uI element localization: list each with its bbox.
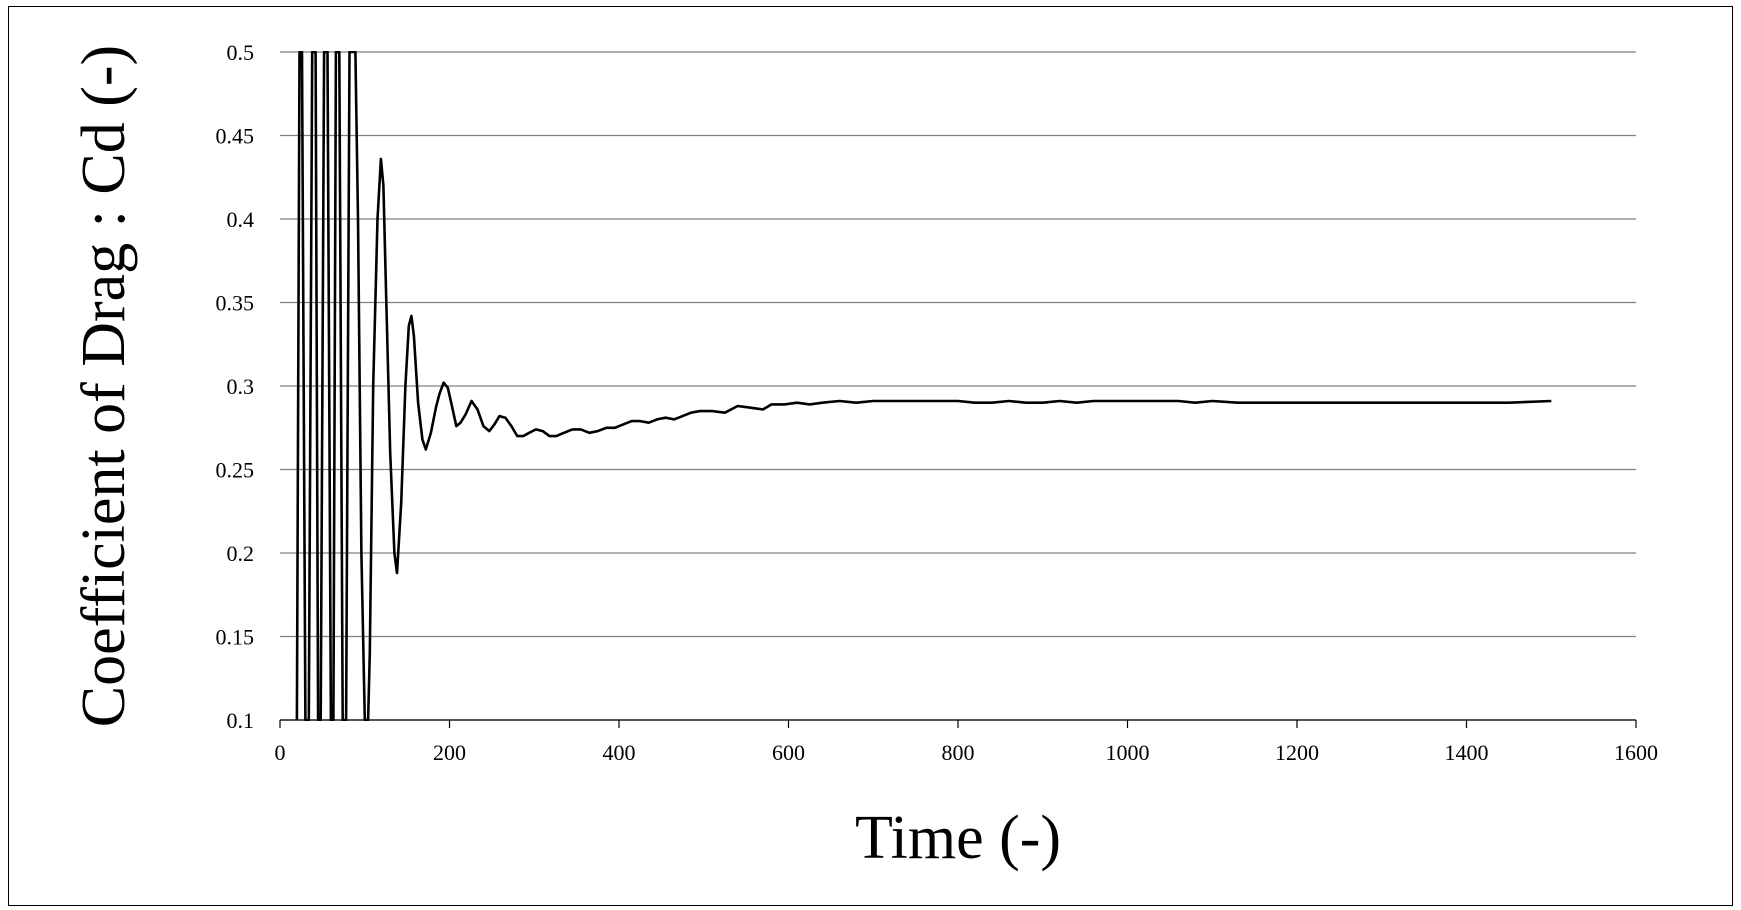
y-tick-label: 0.2	[227, 541, 255, 566]
x-tick-label: 1000	[1106, 740, 1150, 765]
y-axis-title: Coefficient of Drag : Cd (-)	[70, 45, 138, 727]
x-tick-label: 200	[433, 740, 466, 765]
series-line	[295, 51, 1552, 721]
x-axis	[279, 719, 1637, 728]
y-tick-label: 0.35	[216, 291, 255, 316]
y-tick-label: 0.25	[216, 458, 255, 483]
y-tick-label: 0.5	[227, 40, 255, 65]
chart-frame	[8, 6, 1733, 906]
x-tick-label: 1400	[1445, 740, 1489, 765]
x-tick-label: 800	[942, 740, 975, 765]
x-tick-label: 600	[772, 740, 805, 765]
x-tick-label: 400	[603, 740, 636, 765]
y-tick-label: 0.4	[227, 207, 255, 232]
y-tick-label: 0.1	[227, 708, 255, 733]
gridlines	[280, 51, 1636, 721]
x-axis-title: Time (-)	[855, 804, 1061, 872]
y-tick-label: 0.15	[216, 625, 255, 650]
y-tick-label: 0.3	[227, 374, 255, 399]
x-tick-label: 0	[275, 740, 286, 765]
series-group	[295, 51, 1552, 721]
x-tick-label: 1200	[1275, 740, 1319, 765]
y-tick-label: 0.45	[216, 124, 255, 149]
x-tick-labels: 0 200 400 600 800 1000 1200 1400 1600	[275, 740, 1659, 765]
x-tick-label: 1600	[1614, 740, 1658, 765]
y-tick-labels: 0.1 0.15 0.2 0.25 0.3 0.35 0.4 0.45 0.5	[216, 40, 255, 733]
